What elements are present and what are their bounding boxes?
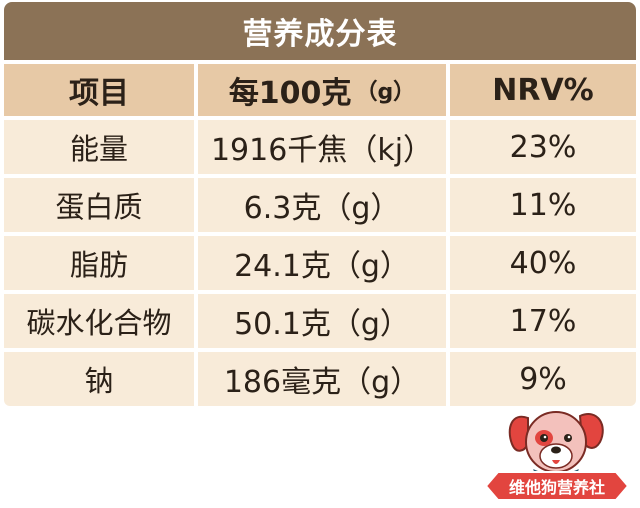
header-nrv: NRV%: [450, 64, 636, 116]
dog-mascot-logo: 维他狗营养社: [484, 411, 630, 501]
header-per100-label: 每100克: [228, 76, 352, 111]
row-amount: 186毫克（g）: [198, 352, 446, 406]
row-name: 钠: [4, 352, 194, 406]
table-row: 脂肪 24.1克（g） 40%: [4, 236, 636, 290]
header-item: 项目: [4, 64, 194, 116]
row-name: 蛋白质: [4, 178, 194, 232]
header-per100: 每100克 （g）: [198, 64, 446, 116]
row-amount: 6.3克（g）: [198, 178, 446, 232]
row-nrv: 23%: [450, 120, 636, 174]
table-row: 钠 186毫克（g） 9%: [4, 352, 636, 406]
row-amount: 1916千焦（kj）: [198, 120, 446, 174]
logo-text: 维他狗营养社: [509, 478, 605, 497]
header-per100-unit: （g）: [355, 80, 416, 105]
row-name: 脂肪: [4, 236, 194, 290]
row-nrv: 17%: [450, 294, 636, 348]
table-row: 蛋白质 6.3克（g） 11%: [4, 178, 636, 232]
table-header-row: 项目 每100克 （g） NRV%: [4, 64, 636, 116]
row-amount: 24.1克（g）: [198, 236, 446, 290]
row-name: 能量: [4, 120, 194, 174]
row-nrv: 9%: [450, 352, 636, 406]
row-name: 碳水化合物: [4, 294, 194, 348]
row-nrv: 11%: [450, 178, 636, 232]
nutrition-table: 营养成分表 项目 每100克 （g） NRV% 能量 1916千焦（kj） 23…: [4, 2, 636, 406]
row-amount: 50.1克（g）: [198, 294, 446, 348]
table-title: 营养成分表: [4, 2, 636, 60]
row-nrv: 40%: [450, 236, 636, 290]
table-row: 能量 1916千焦（kj） 23%: [4, 120, 636, 174]
table-row: 碳水化合物 50.1克（g） 17%: [4, 294, 636, 348]
